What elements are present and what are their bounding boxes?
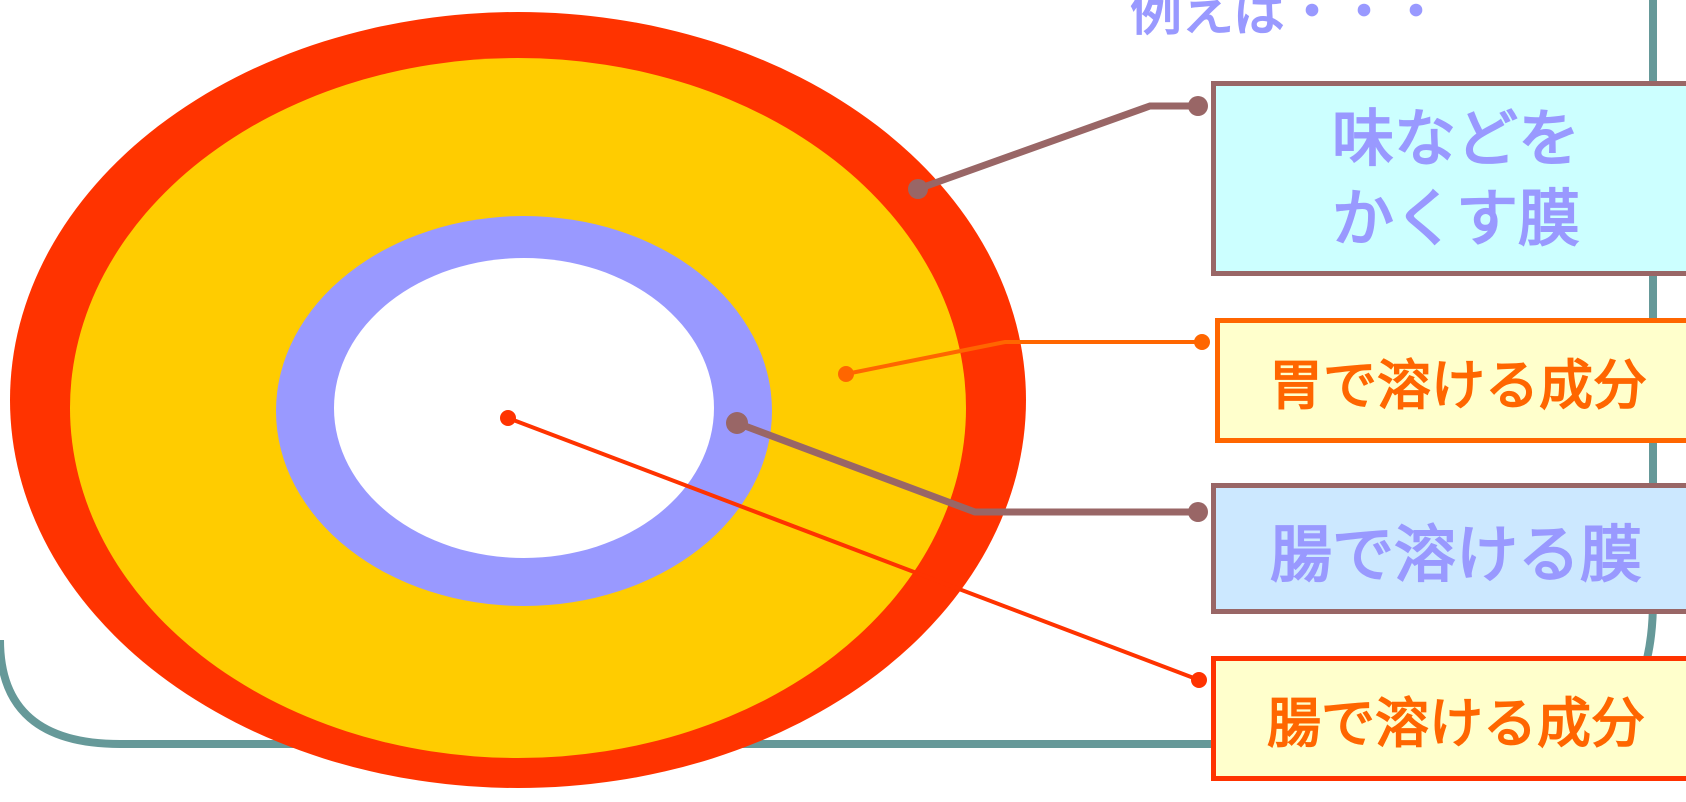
label-taste-masking-film: 味などを かくす膜	[1211, 81, 1686, 276]
connector-dot-intestine-component	[500, 410, 516, 426]
connector-end-stomach-component	[1194, 334, 1210, 350]
connector-intestine-component	[507, 416, 1200, 682]
connector-dot-taste-film	[908, 179, 928, 199]
intestine-soluble-core	[334, 258, 714, 558]
connector-taste-film	[916, 102, 1198, 193]
connector-end-intestine-component	[1191, 672, 1207, 688]
top-caption-partial: 例えば・・・	[1130, 0, 1443, 43]
connector-intestine-film	[735, 419, 1198, 516]
label-intestine-soluble-component: 腸で溶ける成分	[1211, 656, 1686, 781]
connector-end-taste-film	[1188, 96, 1208, 116]
connector-end-intestine-film	[1188, 502, 1208, 522]
connector-dot-intestine-film	[726, 412, 748, 434]
label-stomach-soluble-component: 胃で溶ける成分	[1215, 318, 1686, 443]
label-intestine-soluble-film: 腸で溶ける膜	[1211, 483, 1686, 614]
connector-stomach-component	[845, 340, 1202, 376]
connector-dot-stomach-component	[838, 366, 854, 382]
